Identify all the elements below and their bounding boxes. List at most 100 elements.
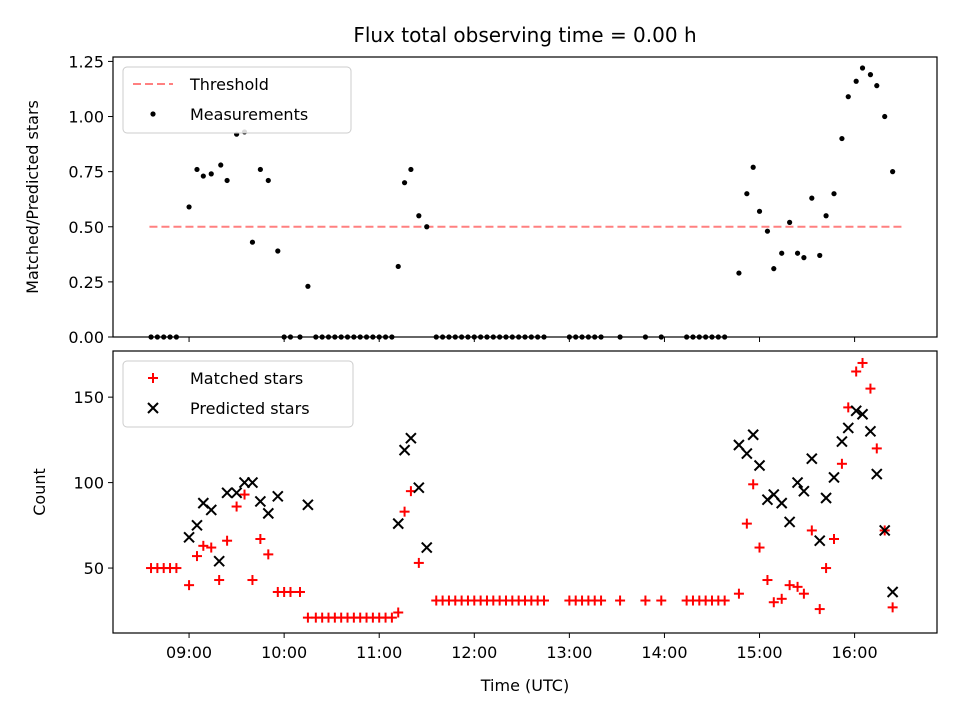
matched-star-point	[768, 597, 779, 608]
x-stroke-b	[850, 405, 862, 417]
matched-star-point	[255, 534, 266, 544]
measurement-point	[401, 180, 408, 186]
predicted-star-point	[205, 504, 217, 516]
measurement-point	[186, 204, 192, 210]
predicted-star-point	[254, 495, 267, 508]
predicted-star-point	[842, 422, 854, 434]
matched-star-point	[754, 542, 765, 553]
measurement-point	[756, 208, 763, 214]
predicted-star-point	[221, 487, 233, 499]
x-stroke-b	[183, 531, 195, 543]
x-stroke-b	[733, 439, 745, 451]
x-stroke-b	[230, 487, 243, 499]
predicted-star-point	[262, 507, 274, 520]
x-tick-label: 09:00	[166, 643, 212, 662]
matched-star-point	[792, 581, 803, 592]
measurement-point	[750, 164, 756, 170]
measurement-point	[224, 177, 230, 184]
predicted-star-point	[213, 555, 225, 567]
matched-star-point	[285, 586, 296, 597]
legend-label: Measurements	[190, 105, 308, 124]
matched-star-point	[733, 588, 744, 599]
measurement-point	[867, 72, 874, 78]
x-tick-label: 13:00	[546, 643, 592, 662]
matched-star-point	[206, 542, 217, 553]
measurement-point	[831, 191, 837, 197]
predicted-star-point	[886, 586, 899, 598]
measurement-point	[801, 255, 807, 261]
chart-title: Flux total observing time = 0.00 h	[353, 23, 696, 47]
x-stroke-b	[392, 517, 404, 530]
matched-star-point	[263, 549, 274, 560]
x-stroke-b	[246, 476, 259, 489]
x-stroke-b	[886, 586, 899, 598]
matched-star-point	[776, 593, 787, 604]
measurement-point	[874, 83, 880, 89]
predicted-star-point	[191, 519, 203, 532]
axes-frame	[112, 56, 938, 338]
measurement-point	[200, 173, 206, 179]
top-panel: 0.00 0.25 0.50 0.75 1.00 1.25 Threshold Measure…	[68, 52, 938, 347]
x-stroke-b	[856, 408, 869, 420]
predicted-star-point	[856, 408, 869, 420]
predicted-star-point	[783, 516, 796, 528]
y-tick-label: 50	[84, 559, 104, 578]
x-stroke-b	[213, 555, 225, 567]
legend-box	[122, 360, 354, 428]
x-stroke-b	[791, 476, 804, 489]
matched-star-point	[865, 383, 876, 394]
x-stroke-b	[413, 482, 425, 494]
predicted-star-point	[828, 471, 840, 484]
legend-x-b	[147, 402, 159, 414]
predicted-star-point	[753, 459, 766, 472]
predicted-star-point	[398, 444, 411, 456]
predicted-star-point	[864, 425, 877, 438]
measurement-point	[853, 78, 859, 84]
measurement-point	[424, 224, 430, 230]
measurement-point	[194, 166, 200, 173]
y-tick-label: 150	[73, 388, 104, 407]
predicted-star-point	[405, 432, 417, 444]
measurement-point	[845, 94, 851, 100]
measurement-point	[249, 239, 256, 245]
x-stroke-b	[783, 516, 796, 528]
x-stroke-b	[302, 499, 314, 511]
predicted-star-point	[183, 531, 195, 543]
predicted-star-point	[820, 492, 832, 504]
matched-star-point	[806, 525, 817, 536]
matched-star-point	[857, 357, 868, 368]
legend-label: Threshold	[189, 75, 269, 94]
x-stroke-b	[871, 468, 883, 480]
predicted-star-point	[421, 541, 433, 554]
x-stroke-b	[879, 524, 891, 537]
matched-star-point	[814, 604, 825, 615]
predicted-star-point	[741, 447, 753, 460]
measurement-point	[218, 162, 224, 168]
matched-star-point	[184, 580, 195, 591]
predicted-star-point	[836, 435, 848, 448]
y-tick-label: 0.25	[68, 273, 104, 292]
matched-star-point	[798, 588, 809, 599]
y-tick-label: 100	[73, 474, 104, 493]
x-stroke-b	[741, 447, 753, 460]
predicted-star-point	[814, 535, 826, 547]
x-stroke-b	[806, 452, 818, 465]
measurement-point	[744, 191, 750, 197]
measurement-point	[275, 248, 281, 254]
x-tick-label: 16:00	[832, 643, 878, 662]
bottom-panel: 50 100 150 09:00 10:00 11:00 12:00 13:00 14:00 15…	[73, 350, 938, 662]
matched-star-point	[393, 607, 404, 618]
matched-star-point	[871, 443, 882, 454]
predicted-star-point	[747, 429, 759, 441]
measurement-point	[817, 252, 823, 259]
measurement-point	[408, 166, 414, 173]
axes-frame	[112, 350, 938, 634]
measurement-point	[257, 166, 263, 173]
measurement-point	[208, 171, 214, 177]
predicted-star-point	[246, 476, 259, 489]
matched-star-point	[615, 595, 626, 606]
matched-star-point	[386, 612, 397, 623]
matched-star-point	[413, 557, 424, 568]
matched-star-point	[640, 595, 651, 606]
